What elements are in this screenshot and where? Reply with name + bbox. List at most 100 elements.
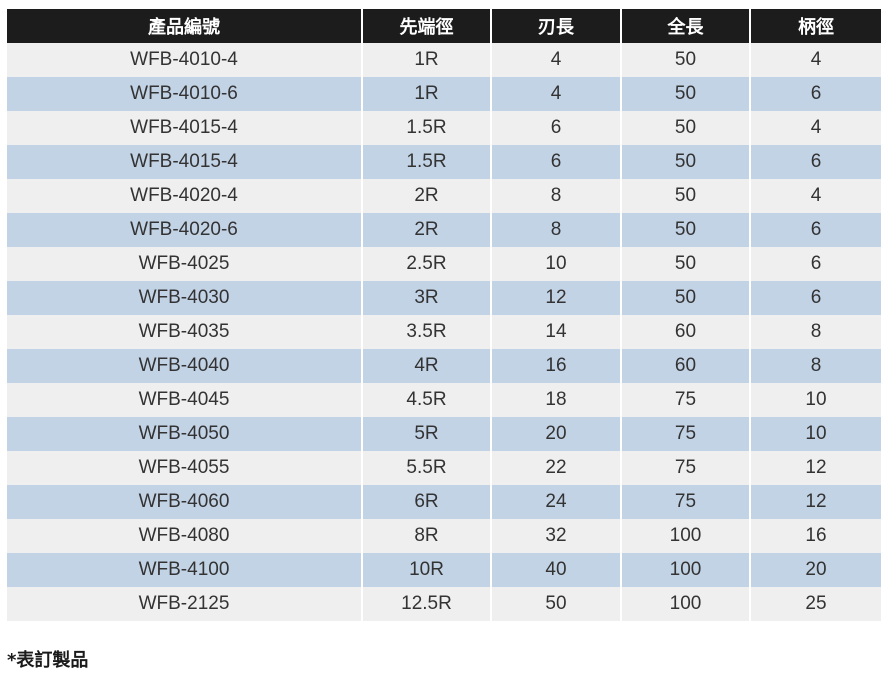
- table-row: WFB-4045 4.5R 18 75 10: [7, 383, 881, 417]
- header-overall-length: 全長: [622, 9, 751, 43]
- cell-product-code: WFB-4030: [7, 281, 363, 315]
- cell-tip-diameter: 12.5R: [363, 587, 492, 621]
- cell-product-code: WFB-4010-6: [7, 77, 363, 111]
- cell-shank-diameter: 4: [751, 179, 881, 213]
- cell-blade-length: 8: [492, 213, 622, 247]
- cell-overall-length: 50: [622, 111, 751, 145]
- cell-tip-diameter: 3R: [363, 281, 492, 315]
- cell-shank-diameter: 6: [751, 281, 881, 315]
- cell-shank-diameter: 16: [751, 519, 881, 553]
- cell-blade-length: 4: [492, 77, 622, 111]
- cell-tip-diameter: 2R: [363, 213, 492, 247]
- cell-overall-length: 75: [622, 383, 751, 417]
- spec-table: 產品編號 先端徑 刃長 全長 柄徑 WFB-4010-4 1R 4 50 4 WFB-40…: [7, 9, 881, 621]
- cell-overall-length: 100: [622, 553, 751, 587]
- cell-blade-length: 40: [492, 553, 622, 587]
- cell-overall-length: 60: [622, 315, 751, 349]
- cell-tip-diameter: 1.5R: [363, 111, 492, 145]
- table-row: WFB-4025 2.5R 10 50 6: [7, 247, 881, 281]
- cell-overall-length: 50: [622, 281, 751, 315]
- cell-blade-length: 10: [492, 247, 622, 281]
- cell-overall-length: 75: [622, 451, 751, 485]
- table-row: WFB-4100 10R 40 100 20: [7, 553, 881, 587]
- cell-blade-length: 12: [492, 281, 622, 315]
- cell-overall-length: 100: [622, 519, 751, 553]
- cell-tip-diameter: 2.5R: [363, 247, 492, 281]
- table-row: WFB-2125 12.5R 50 100 25: [7, 587, 881, 621]
- cell-tip-diameter: 6R: [363, 485, 492, 519]
- cell-blade-length: 32: [492, 519, 622, 553]
- table-row: WFB-4035 3.5R 14 60 8: [7, 315, 881, 349]
- cell-tip-diameter: 5.5R: [363, 451, 492, 485]
- table-row: WFB-4010-6 1R 4 50 6: [7, 77, 881, 111]
- table-row: WFB-4015-4 1.5R 6 50 6: [7, 145, 881, 179]
- cell-product-code: WFB-4020-6: [7, 213, 363, 247]
- table-row: WFB-4020-4 2R 8 50 4: [7, 179, 881, 213]
- cell-blade-length: 20: [492, 417, 622, 451]
- cell-shank-diameter: 8: [751, 349, 881, 383]
- table-body: WFB-4010-4 1R 4 50 4 WFB-4010-6 1R 4 50 6 WFB-4015…: [7, 43, 881, 621]
- cell-product-code: WFB-4040: [7, 349, 363, 383]
- cell-blade-length: 8: [492, 179, 622, 213]
- cell-overall-length: 50: [622, 77, 751, 111]
- table-header-row: 產品編號 先端徑 刃長 全長 柄徑: [7, 9, 881, 43]
- cell-shank-diameter: 12: [751, 451, 881, 485]
- cell-overall-length: 50: [622, 179, 751, 213]
- cell-tip-diameter: 4.5R: [363, 383, 492, 417]
- header-tip-diameter: 先端徑: [363, 9, 492, 43]
- table-row: WFB-4015-4 1.5R 6 50 4: [7, 111, 881, 145]
- cell-blade-length: 22: [492, 451, 622, 485]
- cell-product-code: WFB-4100: [7, 553, 363, 587]
- table-row: WFB-4055 5.5R 22 75 12: [7, 451, 881, 485]
- cell-product-code: WFB-4035: [7, 315, 363, 349]
- cell-tip-diameter: 8R: [363, 519, 492, 553]
- cell-overall-length: 50: [622, 247, 751, 281]
- cell-tip-diameter: 1R: [363, 77, 492, 111]
- cell-overall-length: 50: [622, 145, 751, 179]
- cell-tip-diameter: 10R: [363, 553, 492, 587]
- table-row: WFB-4010-4 1R 4 50 4: [7, 43, 881, 77]
- cell-product-code: WFB-4055: [7, 451, 363, 485]
- footnote: *表訂製品: [7, 650, 89, 671]
- table-row: WFB-4050 5R 20 75 10: [7, 417, 881, 451]
- cell-shank-diameter: 8: [751, 315, 881, 349]
- cell-product-code: WFB-4050: [7, 417, 363, 451]
- cell-product-code: WFB-4060: [7, 485, 363, 519]
- cell-blade-length: 4: [492, 43, 622, 77]
- header-product-code: 產品編號: [7, 9, 363, 43]
- cell-tip-diameter: 4R: [363, 349, 492, 383]
- cell-shank-diameter: 10: [751, 417, 881, 451]
- cell-blade-length: 6: [492, 111, 622, 145]
- cell-overall-length: 75: [622, 417, 751, 451]
- table-row: WFB-4030 3R 12 50 6: [7, 281, 881, 315]
- cell-product-code: WFB-4010-4: [7, 43, 363, 77]
- cell-overall-length: 75: [622, 485, 751, 519]
- cell-shank-diameter: 4: [751, 111, 881, 145]
- cell-blade-length: 6: [492, 145, 622, 179]
- cell-shank-diameter: 12: [751, 485, 881, 519]
- cell-shank-diameter: 20: [751, 553, 881, 587]
- cell-shank-diameter: 6: [751, 247, 881, 281]
- cell-blade-length: 14: [492, 315, 622, 349]
- cell-shank-diameter: 25: [751, 587, 881, 621]
- table-row: WFB-4080 8R 32 100 16: [7, 519, 881, 553]
- cell-tip-diameter: 2R: [363, 179, 492, 213]
- cell-shank-diameter: 4: [751, 43, 881, 77]
- cell-tip-diameter: 1R: [363, 43, 492, 77]
- cell-shank-diameter: 6: [751, 213, 881, 247]
- cell-product-code: WFB-4015-4: [7, 111, 363, 145]
- cell-shank-diameter: 6: [751, 145, 881, 179]
- cell-product-code: WFB-4020-4: [7, 179, 363, 213]
- table-row: WFB-4020-6 2R 8 50 6: [7, 213, 881, 247]
- cell-blade-length: 24: [492, 485, 622, 519]
- table-row: WFB-4060 6R 24 75 12: [7, 485, 881, 519]
- cell-overall-length: 60: [622, 349, 751, 383]
- cell-blade-length: 16: [492, 349, 622, 383]
- cell-tip-diameter: 1.5R: [363, 145, 492, 179]
- cell-product-code: WFB-2125: [7, 587, 363, 621]
- cell-overall-length: 50: [622, 213, 751, 247]
- cell-shank-diameter: 10: [751, 383, 881, 417]
- cell-overall-length: 100: [622, 587, 751, 621]
- cell-product-code: WFB-4045: [7, 383, 363, 417]
- cell-product-code: WFB-4025: [7, 247, 363, 281]
